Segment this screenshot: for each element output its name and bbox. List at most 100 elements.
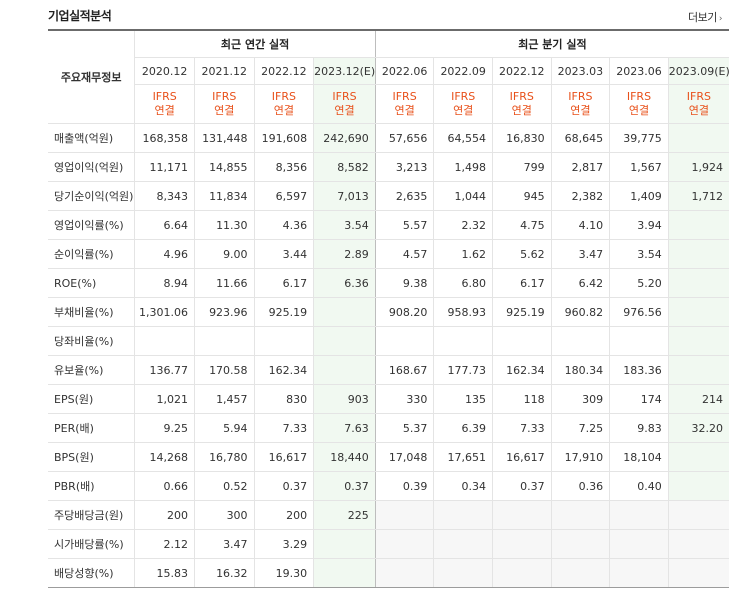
period-header: 2021.12 (193, 57, 255, 85)
ifrs-label: IFRS (626, 90, 652, 103)
table-cell (193, 326, 255, 356)
table-cell: 11.66 (193, 268, 255, 298)
table-cell: 2,817 (550, 152, 610, 182)
table-cell: 64,554 (433, 123, 493, 153)
table-cell: 925.19 (253, 297, 314, 327)
table-cell: 0.34 (433, 471, 493, 501)
table-cell: 4.96 (134, 239, 195, 269)
period-header: 2020.12 (134, 57, 195, 85)
table-cell: 3.94 (609, 210, 669, 240)
table-cell: 958.93 (433, 297, 493, 327)
table-cell: 6.17 (253, 268, 314, 298)
table-cell: 799 (491, 152, 552, 182)
consolidated-label: 연결 (154, 104, 175, 117)
table-cell: 908.20 (374, 297, 434, 327)
table-cell (609, 529, 669, 559)
chevron-right-icon: › (718, 14, 723, 24)
table-cell: 0.37 (313, 471, 376, 501)
ifrs-label: IFRS (332, 90, 357, 103)
table-cell: 1,712 (667, 181, 729, 211)
table-cell (609, 326, 669, 356)
table-row: 매출액(억원) 168,358 131,448 191,608 242,690 57,65… (48, 123, 729, 153)
ifrs-basis-label: IFRS 연결 (193, 84, 255, 124)
more-link[interactable]: 더보기 › (688, 9, 723, 25)
table-cell: 5.20 (609, 268, 669, 298)
row-header-label: 주요재무정보 (48, 29, 135, 124)
table-cell: 0.66 (134, 471, 195, 501)
table-cell (433, 558, 493, 588)
table-cell: 2,635 (374, 181, 434, 211)
ifrs-basis-label: IFRS 연결 (667, 84, 729, 124)
table-cell: 57,656 (374, 123, 434, 153)
table-row: 영업이익(억원) 11,171 14,855 8,356 8,582 3,213 1,498… (48, 152, 729, 182)
table-cell: 0.36 (550, 471, 610, 501)
table-cell: 174 (609, 384, 669, 414)
table-cell (313, 326, 376, 356)
table-cell: 14,855 (193, 152, 255, 182)
table-row: 주당배당금(원) 200 300 200 225 (48, 500, 729, 530)
table-cell: 1,567 (609, 152, 669, 182)
table-cell: 1,301.06 (134, 297, 195, 327)
row-label: 당좌비율(%) (48, 326, 135, 356)
table-cell: 136.77 (134, 355, 195, 385)
table-cell: 0.37 (253, 471, 314, 501)
table-cell: 3.29 (253, 529, 314, 559)
table-cell (667, 471, 729, 501)
table-cell: 3,213 (374, 152, 434, 182)
consolidated-label: 연결 (394, 104, 415, 117)
table-cell: 300 (193, 500, 255, 530)
table-cell: 4.75 (491, 210, 552, 240)
table-cell: 183.36 (609, 355, 669, 385)
table-cell: 2.12 (134, 529, 195, 559)
table-cell (667, 239, 729, 269)
row-label: 시가배당률(%) (48, 529, 135, 559)
table-cell (134, 326, 195, 356)
table-cell: 18,104 (609, 442, 669, 472)
table-cell: 5.57 (374, 210, 434, 240)
table-row: 유보율(%) 136.77 170.58 162.34 168.67 177.73 162.… (48, 355, 729, 385)
table-cell: 1,924 (667, 152, 729, 182)
table-cell: 3.47 (193, 529, 255, 559)
table-cell: 3.54 (609, 239, 669, 269)
table-cell: 6.42 (550, 268, 610, 298)
table-row: 당좌비율(%) (48, 326, 729, 356)
consolidated-label: 연결 (511, 104, 532, 117)
table-cell (433, 326, 493, 356)
period-header: 2022.12 (253, 57, 314, 85)
ifrs-label: IFRS (509, 90, 534, 103)
table-cell: 200 (253, 500, 314, 530)
table-row: ROE(%) 8.94 11.66 6.17 6.36 9.38 6.80 6.17 6.42 5… (48, 268, 729, 298)
table-cell (313, 529, 376, 559)
table-cell: 18,440 (313, 442, 376, 472)
row-label: 유보율(%) (48, 355, 135, 385)
table-cell: 6.36 (313, 268, 376, 298)
table-cell (313, 297, 376, 327)
table-cell: 5.62 (491, 239, 552, 269)
table-row: 당기순이익(억원) 8,343 11,834 6,597 7,013 2,635 1,044… (48, 181, 729, 211)
table-cell: 162.34 (253, 355, 314, 385)
table-cell (667, 123, 729, 153)
table-cell: 11.30 (193, 210, 255, 240)
table-cell: 976.56 (609, 297, 669, 327)
ifrs-label: IFRS (212, 90, 237, 103)
table-cell: 1,044 (433, 181, 493, 211)
period-header: 2022.06 (374, 57, 434, 85)
table-cell: 5.94 (193, 413, 255, 443)
consolidated-label: 연결 (453, 104, 474, 117)
row-label: ROE(%) (48, 268, 135, 298)
quarter-group-header: 최근 분기 실적 (374, 29, 729, 58)
table-cell: 2.32 (433, 210, 493, 240)
table-cell: 6.17 (491, 268, 552, 298)
table-cell: 16,617 (253, 442, 314, 472)
table-row: 순이익률(%) 4.96 9.00 3.44 2.89 4.57 1.62 5.62 3.47 3… (48, 239, 729, 269)
table-cell: 17,651 (433, 442, 493, 472)
table-cell: 925.19 (491, 297, 552, 327)
ifrs-label: IFRS (568, 90, 593, 103)
table-cell: 830 (253, 384, 314, 414)
table-cell: 0.37 (491, 471, 552, 501)
table-cell (491, 529, 552, 559)
consolidated-label: 연결 (570, 104, 591, 117)
ifrs-basis-label: IFRS 연결 (491, 84, 552, 124)
table-cell: 4.36 (253, 210, 314, 240)
ifrs-label: IFRS (271, 90, 296, 103)
